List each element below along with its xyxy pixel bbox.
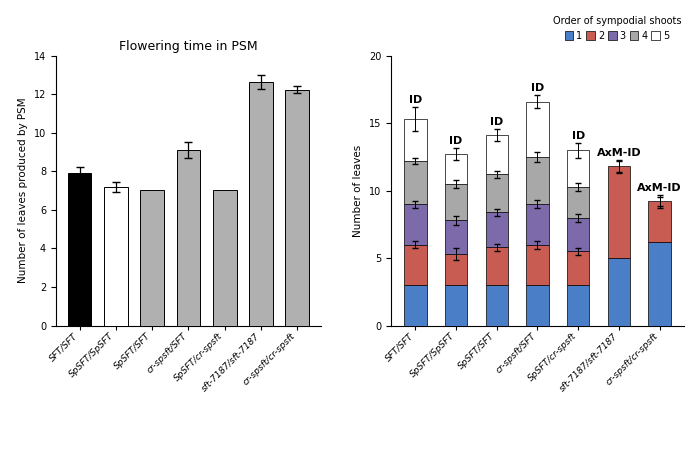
Bar <box>445 154 467 184</box>
Text: ID: ID <box>531 83 544 93</box>
Text: AxM-ID: AxM-ID <box>637 183 682 193</box>
Bar <box>526 245 549 285</box>
Bar <box>404 119 426 161</box>
Bar <box>213 190 237 326</box>
Bar <box>486 285 508 326</box>
Bar <box>567 186 589 218</box>
Bar <box>526 102 549 157</box>
Bar <box>648 201 671 242</box>
Bar <box>567 150 589 186</box>
Legend: 1, 2, 3, 4, 5: 1, 2, 3, 4, 5 <box>549 12 685 45</box>
Bar <box>404 245 426 285</box>
Bar <box>567 218 589 252</box>
Text: ID: ID <box>490 117 503 127</box>
Bar <box>608 166 630 258</box>
Text: ID: ID <box>572 131 585 141</box>
Bar <box>285 90 309 325</box>
Y-axis label: Number of leaves: Number of leaves <box>353 145 363 237</box>
Bar <box>445 285 467 326</box>
Bar <box>104 187 128 326</box>
Bar <box>404 204 426 245</box>
Bar <box>177 150 200 326</box>
Text: ID: ID <box>409 95 422 105</box>
Bar <box>486 212 508 247</box>
Bar <box>445 184 467 220</box>
Y-axis label: Number of leaves produced by PSM: Number of leaves produced by PSM <box>18 98 28 284</box>
Bar <box>445 254 467 285</box>
Bar <box>486 174 508 212</box>
Bar <box>526 157 549 204</box>
Bar <box>567 285 589 326</box>
Bar <box>404 161 426 204</box>
Text: ID: ID <box>450 136 463 146</box>
Title: Flowering time in PSM: Flowering time in PSM <box>119 40 258 53</box>
Bar <box>526 285 549 326</box>
Bar <box>486 135 508 174</box>
Bar <box>140 190 164 326</box>
Bar <box>608 258 630 326</box>
Bar <box>526 204 549 245</box>
Bar <box>486 247 508 285</box>
Bar <box>648 242 671 326</box>
Bar <box>567 252 589 285</box>
Bar <box>68 173 91 326</box>
Bar <box>445 220 467 254</box>
Text: AxM-ID: AxM-ID <box>597 147 641 158</box>
Bar <box>249 82 273 326</box>
Bar <box>404 285 426 326</box>
